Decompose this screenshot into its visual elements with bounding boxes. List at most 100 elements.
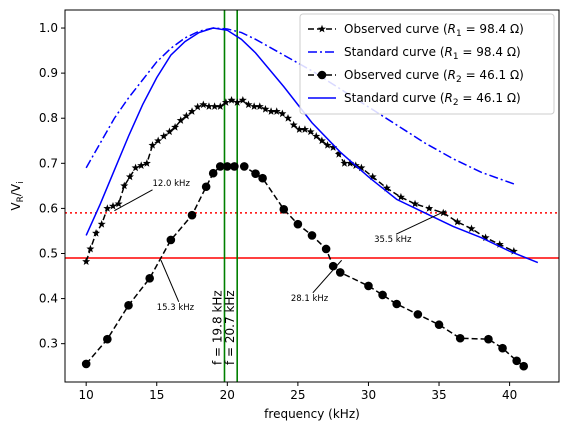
series-1-point [199, 100, 208, 109]
series-1-point [346, 159, 355, 167]
series-1-point [272, 107, 281, 115]
series-1-point [114, 199, 123, 208]
series-1-point [182, 111, 191, 120]
x-axis-label: frequency (kHz) [264, 407, 360, 421]
legend-frame [299, 13, 555, 115]
series-1-point [261, 105, 270, 113]
series-1-point [227, 95, 236, 104]
series-3-point [239, 162, 249, 171]
series-1-point [382, 183, 391, 192]
series-1-point [171, 123, 180, 131]
annotation-2-label: 15.3 kHz [157, 303, 195, 313]
series-3-point [103, 334, 112, 344]
vline-label-1: f = 19.8 kHz [211, 290, 225, 365]
y-tick-label: 0.9 [39, 66, 58, 80]
series-1-point [284, 114, 292, 122]
series-1-point [368, 172, 377, 181]
series-1-point [295, 125, 304, 133]
series-1-point [306, 127, 315, 136]
series-1-point [131, 163, 140, 172]
x-tick-label: 15 [149, 388, 164, 402]
series-1-point [204, 102, 213, 110]
series-3-point [251, 169, 260, 178]
series-3-point [328, 261, 338, 271]
series-3-point [434, 320, 444, 330]
y-tick-label: 0.7 [39, 156, 58, 170]
annotation-3-label: 28.1 kHz [291, 294, 329, 304]
series-1-point [289, 120, 298, 129]
series-1-point [411, 199, 420, 208]
annotation-1-label: 12.0 kHz [153, 179, 191, 189]
series-3-point [124, 301, 133, 310]
x-tick-label: 30 [361, 388, 376, 402]
series-1-point [267, 107, 276, 115]
series-1-point [86, 244, 95, 253]
series-1-point [165, 127, 174, 136]
series-3-point [364, 281, 373, 291]
series-3-point [512, 356, 521, 366]
series-4-line [85, 27, 539, 264]
series-1-point [108, 201, 117, 210]
series-1-point [340, 159, 349, 167]
series-1-point [193, 102, 202, 111]
series-1-point [323, 141, 332, 149]
legend: Observed curve (R1 = 98.4 Ω) Standard cur… [299, 13, 555, 115]
series-3-point [519, 361, 529, 371]
series-3-point [413, 310, 423, 319]
y-tick-label: 0.4 [39, 292, 58, 306]
series-1-point [142, 159, 151, 167]
series-1-point [92, 229, 101, 237]
series-1-point [176, 116, 185, 124]
series-1-point [467, 224, 476, 233]
y-tick-label: 0.3 [39, 337, 58, 351]
series-1-point [188, 107, 197, 115]
annotation-3-pointer [312, 259, 343, 294]
y-tick-label: 0.5 [39, 246, 58, 260]
series-1-point [233, 98, 242, 106]
x-tick-label: 35 [431, 388, 446, 402]
series-1-point [495, 240, 504, 248]
series-1-point [137, 161, 146, 169]
series-1-point [396, 192, 405, 201]
series-3-point [378, 290, 387, 300]
series-1-point [329, 143, 338, 151]
vline-label-2: f = 20.7 kHz [223, 290, 237, 365]
series-1-point [148, 141, 157, 149]
series-1-point [154, 136, 163, 145]
y-axis-label: VR/Vi [9, 181, 26, 210]
legend-label-2: Standard curve (R1 = 98.4 Ω) [344, 45, 521, 62]
series-1-point [334, 150, 343, 158]
legend-marker-3 [317, 70, 327, 80]
series-1-point [103, 204, 112, 212]
series-3-point [258, 173, 267, 183]
series-1-point [278, 109, 287, 118]
series-1-point [120, 181, 129, 190]
y-tick-label: 0.6 [39, 201, 58, 215]
series-3-point [455, 333, 465, 343]
series-3-point [223, 162, 232, 171]
x-tick-label: 10 [79, 388, 94, 402]
series-1-point [317, 136, 326, 145]
x-tick-label: 25 [290, 388, 305, 402]
series-1-point [255, 102, 264, 110]
series-1-point [159, 132, 168, 140]
series-1-point [357, 163, 366, 172]
series-3-point [307, 231, 317, 240]
annotation-4-label: 35.5 kHz [374, 235, 412, 245]
series-1-point [221, 98, 230, 106]
series-1-point [453, 217, 462, 226]
series-1-point [300, 125, 309, 133]
annotation-4-pointer [395, 210, 447, 235]
legend-label-4: Standard curve (R2 = 46.1 Ω) [344, 91, 521, 108]
series-1-point [425, 204, 434, 212]
series-1-point [82, 257, 91, 266]
series-1-point [238, 95, 247, 104]
series-1-point [481, 233, 490, 242]
series-3-point [145, 273, 154, 283]
series-1-point [509, 247, 518, 255]
series-3-point [166, 235, 176, 245]
series-3-point [81, 359, 91, 369]
y-tick-label: 1.0 [39, 21, 58, 35]
series-1-point [125, 172, 134, 181]
